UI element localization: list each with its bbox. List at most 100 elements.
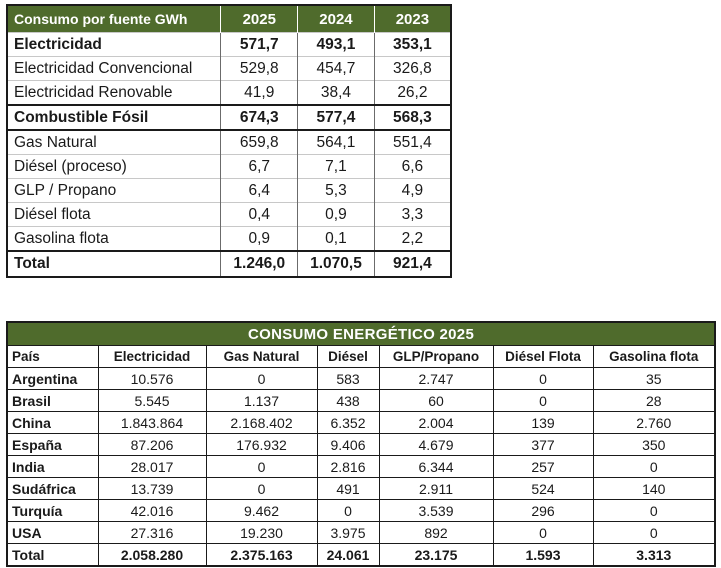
table1-row-diesel-proceso: Diésel (proceso) 6,7 7,1 6,6 xyxy=(7,154,451,179)
cell-value: 140 xyxy=(592,477,716,500)
cell-value: 23.175 xyxy=(378,543,494,567)
cell-value: 491 xyxy=(316,477,380,500)
column-header: Gasolina flota xyxy=(592,345,716,368)
cell-value: 60 xyxy=(378,389,494,412)
cell-value: 564,1 xyxy=(297,129,375,155)
cell-value: 139 xyxy=(492,411,594,434)
table1-row-gasolina-flota: Gasolina flota 0,9 0,1 2,2 xyxy=(7,226,451,251)
cell-value: 350 xyxy=(592,433,716,456)
row-label: Gasolina flota xyxy=(7,226,221,251)
column-header: GLP/Propano xyxy=(378,345,494,368)
cell-value: 524 xyxy=(492,477,594,500)
table1-row-diesel-flota: Diésel flota 0,4 0,9 3,3 xyxy=(7,202,451,227)
table1-total-row: Total 1.246,0 1.070,5 921,4 xyxy=(7,250,451,277)
cell-value: 2.168.402 xyxy=(205,411,318,434)
cell-value: 529,8 xyxy=(220,56,298,81)
column-header: Gas Natural xyxy=(205,345,318,368)
cell-value: 674,3 xyxy=(220,104,298,130)
cell-value: 0,1 xyxy=(297,226,375,251)
table1-row-electricidad-convencional: Electricidad Convencional 529,8 454,7 32… xyxy=(7,56,451,81)
cell-value: 87.206 xyxy=(97,433,207,456)
cell-value: 0 xyxy=(592,521,716,544)
cell-value: 4.679 xyxy=(378,433,494,456)
cell-value: 38,4 xyxy=(297,80,375,105)
table1-row-gas-natural: Gas Natural 659,8 564,1 551,4 xyxy=(7,129,451,155)
table1-year-header: 2023 xyxy=(373,5,451,33)
cell-value: 35 xyxy=(592,367,716,390)
cell-value: 0 xyxy=(592,499,716,522)
row-label: Gas Natural xyxy=(7,129,221,155)
cell-value: 454,7 xyxy=(297,56,375,81)
cell-value: 3.975 xyxy=(316,521,380,544)
cell-value: 41,9 xyxy=(220,80,298,105)
column-header: Electricidad xyxy=(97,345,207,368)
cell-value: 0 xyxy=(492,389,594,412)
row-label: Electricidad Convencional xyxy=(7,56,221,81)
country-label: Sudáfrica xyxy=(6,477,99,500)
cell-value: 377 xyxy=(492,433,594,456)
cell-value: 27.316 xyxy=(97,521,207,544)
consumo-energetico-table: CONSUMO ENERGÉTICO 2025 País Electricida… xyxy=(6,321,717,567)
cell-value: 257 xyxy=(492,455,594,478)
cell-value: 9.462 xyxy=(205,499,318,522)
cell-value: 176.932 xyxy=(205,433,318,456)
table1-row-electricidad: Electricidad 571,7 493,1 353,1 xyxy=(7,32,451,57)
cell-value: 2.760 xyxy=(592,411,716,434)
cell-value: 438 xyxy=(316,389,380,412)
table2-total-row: Total 2.058.280 2.375.163 24.061 23.175 … xyxy=(6,543,716,567)
table2-header-row: País Electricidad Gas Natural Diésel GLP… xyxy=(6,345,716,368)
cell-value: 28 xyxy=(592,389,716,412)
table-row: China 1.843.864 2.168.402 6.352 2.004 13… xyxy=(6,411,716,434)
cell-value: 6,4 xyxy=(220,178,298,203)
cell-value: 1.070,5 xyxy=(297,250,375,277)
country-label: USA xyxy=(6,521,99,544)
cell-value: 1.843.864 xyxy=(97,411,207,434)
cell-value: 2.747 xyxy=(378,367,494,390)
table1-year-header: 2024 xyxy=(297,5,375,33)
cell-value: 0 xyxy=(205,367,318,390)
consumo-por-fuente-table: Consumo por fuente GWh 2025 2024 2023 El… xyxy=(6,4,452,278)
cell-value: 0 xyxy=(492,367,594,390)
cell-value: 0 xyxy=(205,477,318,500)
cell-value: 921,4 xyxy=(373,250,451,277)
column-header: Diésel xyxy=(316,345,380,368)
cell-value: 2.004 xyxy=(378,411,494,434)
table-row: Argentina 10.576 0 583 2.747 0 35 xyxy=(6,367,716,390)
cell-value: 1.246,0 xyxy=(220,250,298,277)
cell-value: 892 xyxy=(378,521,494,544)
cell-value: 1.593 xyxy=(492,543,594,567)
cell-value: 7,1 xyxy=(297,154,375,179)
cell-value: 551,4 xyxy=(373,129,451,155)
cell-value: 577,4 xyxy=(297,104,375,130)
cell-value: 493,1 xyxy=(297,32,375,57)
table-row: Turquía 42.016 9.462 0 3.539 296 0 xyxy=(6,499,716,522)
cell-value: 0,4 xyxy=(220,202,298,227)
cell-value: 4,9 xyxy=(373,178,451,203)
row-label: Total xyxy=(6,543,99,567)
cell-value: 6.352 xyxy=(316,411,380,434)
cell-value: 0,9 xyxy=(220,226,298,251)
row-label: Diésel flota xyxy=(7,202,221,227)
cell-value: 9.406 xyxy=(316,433,380,456)
cell-value: 568,3 xyxy=(373,104,451,130)
cell-value: 42.016 xyxy=(97,499,207,522)
cell-value: 19.230 xyxy=(205,521,318,544)
cell-value: 2.058.280 xyxy=(97,543,207,567)
cell-value: 5.545 xyxy=(97,389,207,412)
row-label: Electricidad xyxy=(7,32,221,57)
cell-value: 0 xyxy=(205,455,318,478)
cell-value: 0,9 xyxy=(297,202,375,227)
country-label: Turquía xyxy=(6,499,99,522)
cell-value: 296 xyxy=(492,499,594,522)
table1-header-row: Consumo por fuente GWh 2025 2024 2023 xyxy=(7,5,451,33)
row-label: GLP / Propano xyxy=(7,178,221,203)
country-label: Brasil xyxy=(6,389,99,412)
country-label: India xyxy=(6,455,99,478)
cell-value: 353,1 xyxy=(373,32,451,57)
row-label: Electricidad Renovable xyxy=(7,80,221,105)
cell-value: 2,2 xyxy=(373,226,451,251)
cell-value: 2.375.163 xyxy=(205,543,318,567)
cell-value: 10.576 xyxy=(97,367,207,390)
cell-value: 2.816 xyxy=(316,455,380,478)
cell-value: 5,3 xyxy=(297,178,375,203)
